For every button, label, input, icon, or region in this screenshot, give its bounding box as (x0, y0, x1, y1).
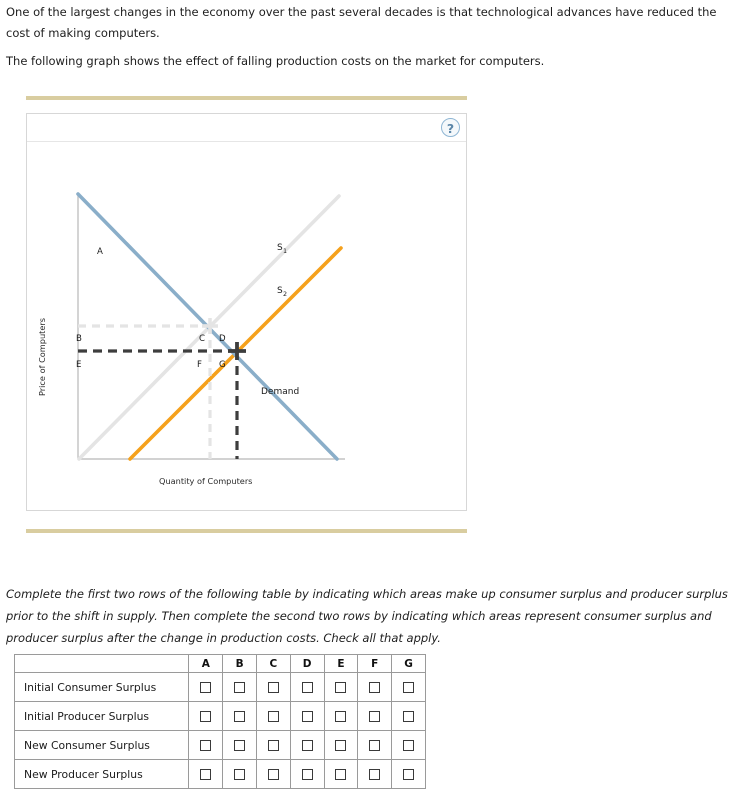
checkbox-c[interactable] (267, 682, 279, 693)
column-header-a: A (188, 654, 224, 673)
supply-curve-s1-label: S (277, 243, 283, 253)
checkbox-g[interactable] (403, 769, 415, 780)
cell-c (255, 730, 291, 760)
checkbox-e[interactable] (335, 682, 347, 693)
checkbox-d[interactable] (301, 682, 313, 693)
area-label-b: B (76, 334, 82, 344)
cell-a (188, 672, 224, 702)
cell-e (323, 759, 359, 789)
checkbox-b[interactable] (234, 711, 246, 722)
checkbox-c[interactable] (267, 769, 279, 780)
row-label: New Consumer Surplus (14, 730, 190, 760)
supply-curve-s1-sublabel: 1 (283, 247, 287, 255)
checkbox-c[interactable] (267, 740, 279, 751)
checkbox-f[interactable] (369, 682, 381, 693)
checkbox-g[interactable] (403, 711, 415, 722)
intro-paragraph-2: The following graph shows the effect of … (6, 54, 545, 68)
cell-e (323, 672, 359, 702)
checkbox-b[interactable] (234, 682, 246, 693)
checkbox-a[interactable] (200, 769, 212, 780)
cell-d (289, 672, 325, 702)
surplus-answer-table: A B C D E F G Initial Consumer Surplus In… (14, 654, 426, 789)
question-text: Complete the first two rows of the follo… (6, 587, 728, 645)
checkbox-b[interactable] (234, 769, 246, 780)
table-row: New Consumer Surplus (14, 730, 426, 760)
checkbox-g[interactable] (403, 682, 415, 693)
cell-a (188, 730, 224, 760)
cell-e (323, 730, 359, 760)
divider-bottom (26, 529, 467, 533)
checkbox-e[interactable] (335, 769, 347, 780)
cell-b (222, 701, 257, 731)
table-corner-cell (14, 654, 190, 673)
cell-d (289, 759, 325, 789)
column-header-d: D (289, 654, 325, 673)
cell-g (391, 759, 426, 789)
checkbox-d[interactable] (301, 711, 313, 722)
supply-demand-chart: Price of Computers Quantity of Computers… (27, 114, 468, 512)
divider-top (26, 96, 467, 100)
column-header-f: F (357, 654, 393, 673)
checkbox-e[interactable] (335, 711, 347, 722)
cell-f (357, 701, 393, 731)
cell-g (391, 730, 426, 760)
area-label-c: C (199, 334, 205, 344)
checkbox-g[interactable] (403, 740, 415, 751)
area-label-g: G (219, 360, 226, 370)
checkbox-f[interactable] (369, 769, 381, 780)
table-row: New Producer Surplus (14, 759, 426, 789)
demand-curve-label: Demand (261, 387, 299, 397)
row-label: Initial Producer Surplus (14, 701, 190, 731)
cell-g (391, 672, 426, 702)
checkbox-c[interactable] (267, 711, 279, 722)
area-label-a: A (97, 247, 103, 257)
cell-c (255, 701, 291, 731)
table-header-row: A B C D E F G (14, 654, 426, 673)
checkbox-a[interactable] (200, 682, 212, 693)
y-axis-title: Price of Computers (37, 318, 47, 396)
cell-a (188, 759, 224, 789)
supply-curve-s2-label: S (277, 286, 283, 296)
checkbox-e[interactable] (335, 740, 347, 751)
table-row: Initial Consumer Surplus (14, 672, 426, 702)
cell-e (323, 701, 359, 731)
checkbox-b[interactable] (234, 740, 246, 751)
cell-b (222, 730, 257, 760)
column-header-e: E (323, 654, 359, 673)
area-label-e: E (76, 360, 81, 370)
checkbox-a[interactable] (200, 711, 212, 722)
checkbox-d[interactable] (301, 769, 313, 780)
checkbox-d[interactable] (301, 740, 313, 751)
column-header-g: G (391, 654, 426, 673)
column-header-b: B (222, 654, 257, 673)
area-label-d: D (219, 334, 226, 344)
question-mark-icon[interactable]: ? (441, 118, 460, 137)
cell-f (357, 730, 393, 760)
graph-panel: ? Price of Computers Quantity of Compute… (26, 113, 467, 511)
table-row: Initial Producer Surplus (14, 701, 426, 731)
cell-f (357, 672, 393, 702)
cell-a (188, 701, 224, 731)
cell-c (255, 672, 291, 702)
graph-panel-header: ? (27, 114, 466, 142)
checkbox-a[interactable] (200, 740, 212, 751)
checkbox-f[interactable] (369, 740, 381, 751)
area-label-f: F (197, 360, 202, 370)
cell-b (222, 672, 257, 702)
checkbox-f[interactable] (369, 711, 381, 722)
cell-f (357, 759, 393, 789)
column-header-c: C (255, 654, 291, 673)
cell-d (289, 730, 325, 760)
row-label: New Producer Surplus (14, 759, 190, 789)
x-axis-title: Quantity of Computers (159, 476, 252, 486)
cell-b (222, 759, 257, 789)
cell-c (255, 759, 291, 789)
supply-curve-s2-sublabel: 2 (283, 290, 287, 298)
cell-g (391, 701, 426, 731)
intro-paragraph-1: One of the largest changes in the econom… (6, 5, 717, 40)
row-label: Initial Consumer Surplus (14, 672, 190, 702)
cell-d (289, 701, 325, 731)
